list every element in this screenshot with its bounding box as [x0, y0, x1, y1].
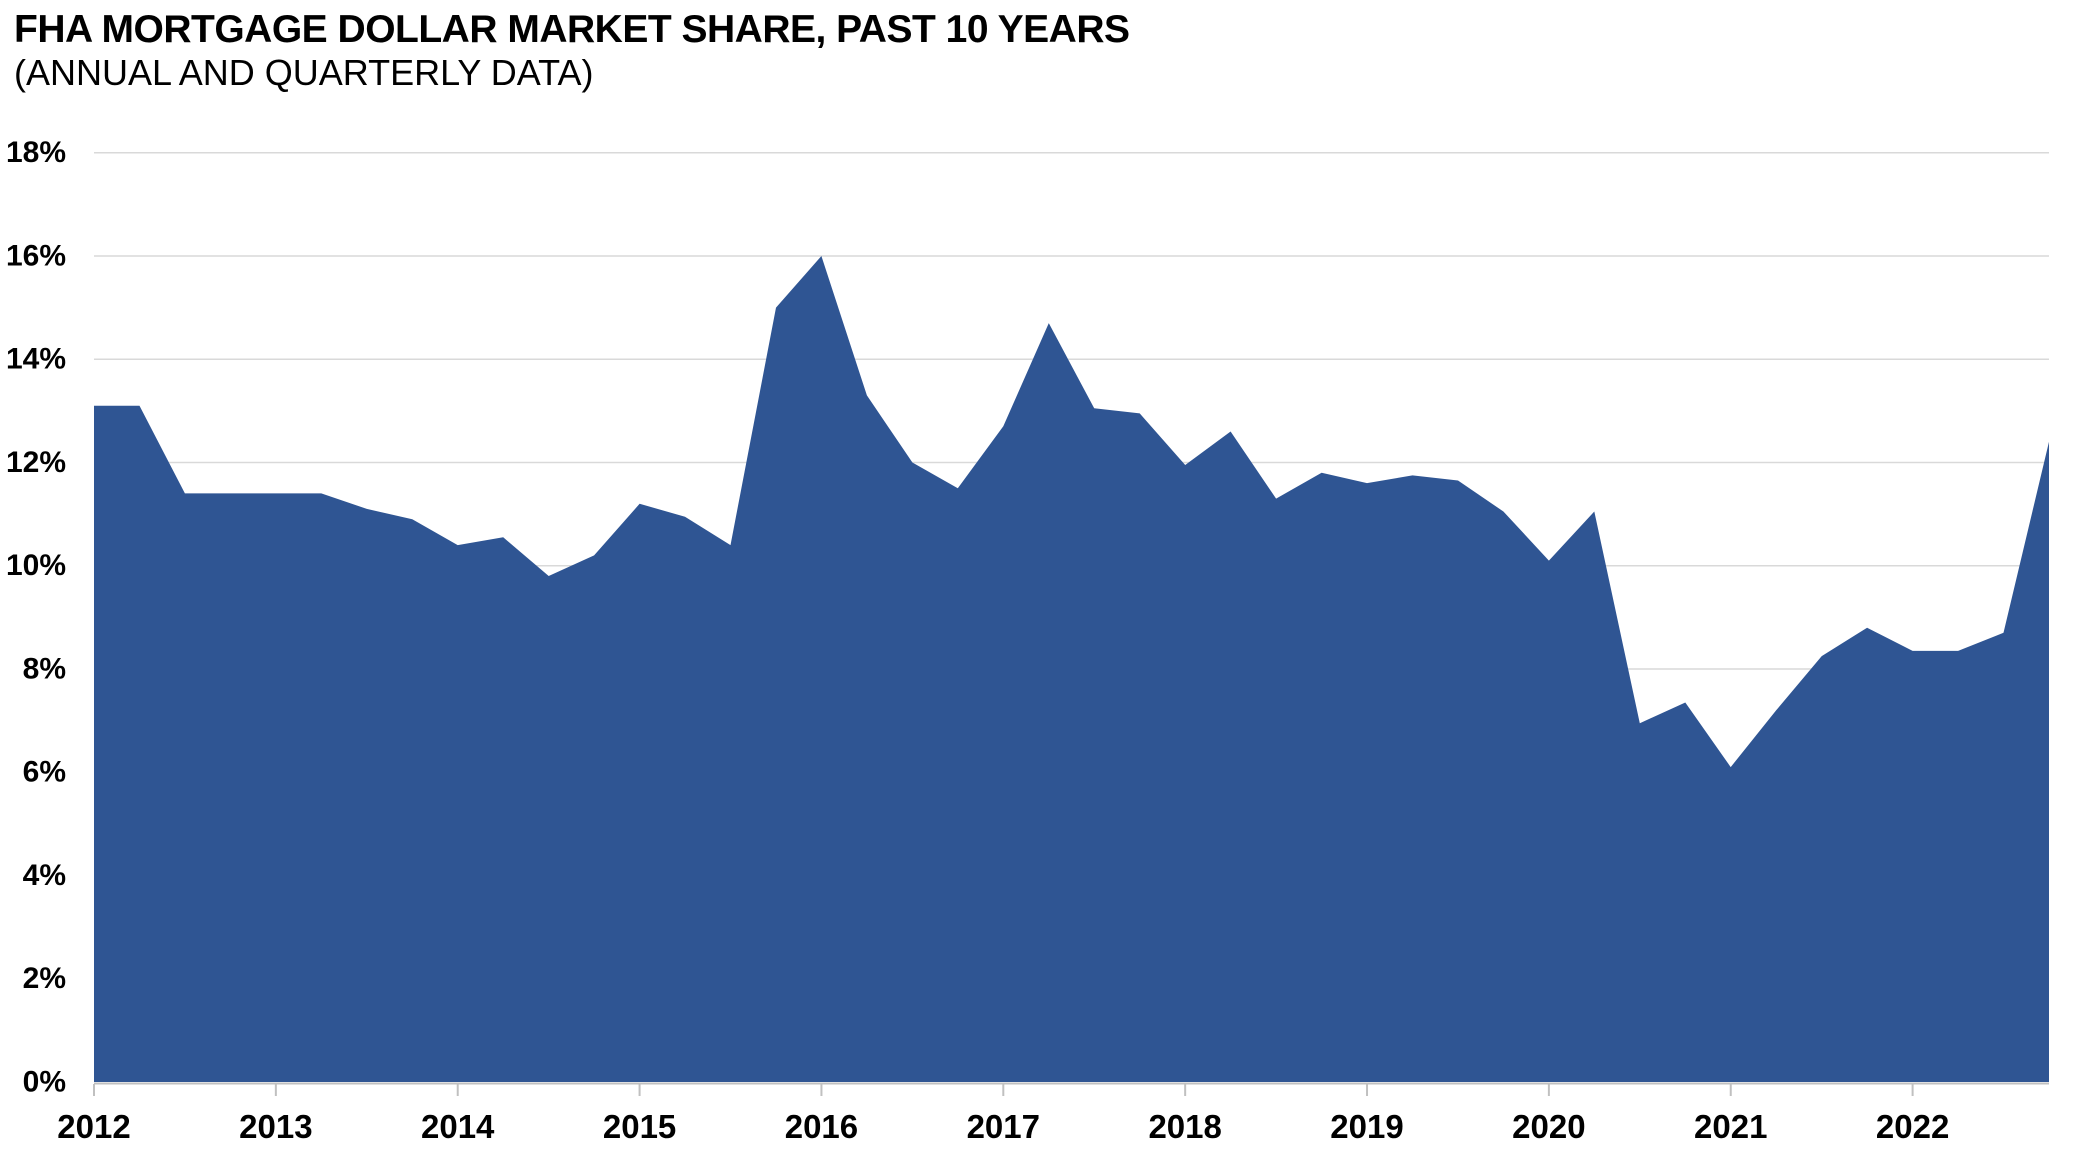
x-tick-label: 2014 [421, 1108, 495, 1145]
area-series [94, 256, 2049, 1082]
y-tick-label: 6% [23, 756, 66, 789]
y-tick-label: 0% [23, 1066, 66, 1099]
x-tick-label: 2012 [57, 1108, 130, 1145]
y-tick-label: 8% [23, 652, 66, 685]
y-tick-label: 4% [23, 859, 66, 892]
x-axis-labels: 2012 2013 2014 2015 2016 2017 2018 2019 2020 2021… [57, 1108, 1949, 1145]
x-tick-label: 2013 [239, 1108, 312, 1145]
y-tick-label: 10% [6, 549, 66, 582]
x-tick-label: 2016 [785, 1108, 858, 1145]
y-tick-label: 14% [6, 343, 66, 376]
x-axis-ticks [93, 1084, 1914, 1096]
y-tick-label: 18% [6, 136, 66, 169]
x-tick-label: 2017 [967, 1108, 1040, 1145]
chart-title: FHA MORTGAGE DOLLAR MARKET SHARE, PAST 1… [14, 8, 1130, 51]
y-tick-label: 12% [6, 446, 66, 479]
x-tick-label: 2015 [603, 1108, 676, 1145]
y-tick-label: 2% [23, 962, 66, 995]
x-tick-label: 2018 [1148, 1108, 1221, 1145]
x-tick-label: 2019 [1330, 1108, 1403, 1145]
x-tick-label: 2022 [1876, 1108, 1949, 1145]
y-axis-labels: 0% 2% 4% 6% 8% 10% 12% 14% 16% 18% [6, 136, 66, 1098]
y-tick-label: 16% [6, 239, 66, 272]
x-tick-label: 2020 [1512, 1108, 1585, 1145]
chart-subtitle: (ANNUAL AND QUARTERLY DATA) [14, 52, 594, 93]
x-tick-label: 2021 [1694, 1108, 1767, 1145]
